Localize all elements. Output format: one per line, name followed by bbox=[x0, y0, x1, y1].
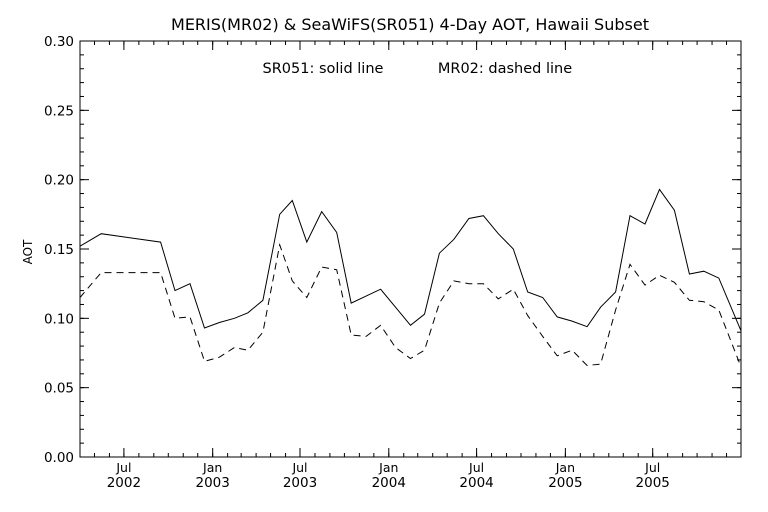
chart-title: MERIS(MR02) & SeaWiFS(SR051) 4-Day AOT, … bbox=[171, 15, 649, 34]
x-tick-month-label: Jan bbox=[378, 460, 398, 475]
y-tick-label: 0.25 bbox=[44, 103, 74, 119]
plot-frame bbox=[79, 40, 742, 458]
series-lines bbox=[79, 188, 742, 368]
y-tick-label: 0.10 bbox=[44, 311, 74, 327]
x-tick-month-label: Jul bbox=[115, 460, 131, 475]
x-tick-month-label: Jul bbox=[644, 460, 660, 475]
x-tick-month-label: Jan bbox=[555, 460, 575, 475]
annotation-solid-line: SR051: solid line bbox=[263, 61, 384, 77]
x-tick-month-label: Jul bbox=[291, 460, 307, 475]
x-tick-year-label: 2005 bbox=[636, 475, 670, 491]
y-tick-label: 0.00 bbox=[44, 450, 74, 466]
axis-ticks: 0.000.050.100.150.200.250.30Jul2002Jan20… bbox=[44, 34, 741, 491]
y-tick-label: 0.20 bbox=[44, 173, 74, 189]
x-tick-year-label: 2004 bbox=[459, 475, 493, 491]
x-tick-month-label: Jul bbox=[468, 460, 484, 475]
x-tick-year-label: 2003 bbox=[283, 475, 317, 491]
x-tick-year-label: 2005 bbox=[548, 475, 582, 491]
series-line-sr051 bbox=[79, 188, 742, 331]
y-tick-label: 0.05 bbox=[44, 381, 74, 397]
y-axis-label: AOT bbox=[21, 239, 35, 264]
y-tick-label: 0.15 bbox=[44, 242, 74, 258]
x-tick-year-label: 2004 bbox=[372, 475, 406, 491]
y-tick-label: 0.30 bbox=[44, 34, 74, 50]
x-tick-month-label: Jan bbox=[202, 460, 222, 475]
x-tick-year-label: 2003 bbox=[196, 475, 230, 491]
series-line-mr02 bbox=[79, 242, 742, 368]
x-tick-year-label: 2002 bbox=[107, 475, 141, 491]
annotation-dashed-line: MR02: dashed line bbox=[438, 61, 572, 77]
